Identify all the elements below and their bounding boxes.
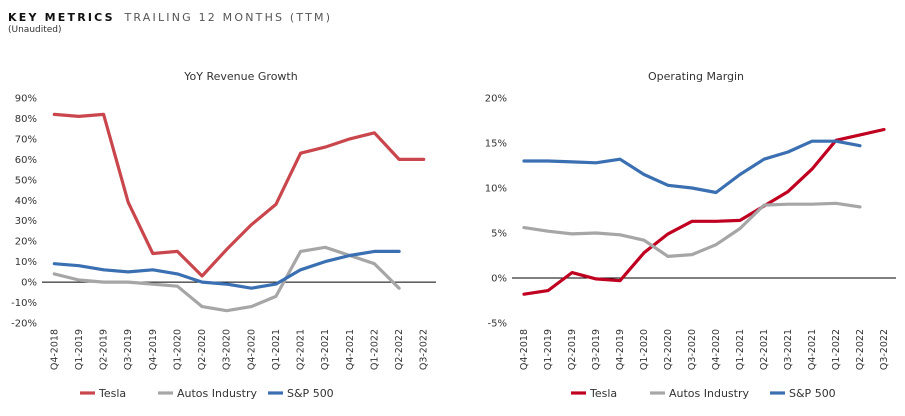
- page-title: KEY METRICS: [8, 11, 115, 24]
- x-tick-label: Q2-2020: [663, 329, 674, 370]
- y-tick-label: 10%: [15, 257, 37, 268]
- x-tick-label: Q3-2019: [123, 329, 134, 370]
- x-tick-label: Q2-2021: [759, 329, 770, 370]
- x-tick-label: Q3-2021: [783, 329, 794, 370]
- x-tick-label: Q1-2019: [543, 329, 554, 370]
- x-tick-label: Q2-2022: [855, 329, 866, 370]
- y-tick-label: 10%: [485, 184, 507, 195]
- legend-label: Tesla: [589, 387, 617, 400]
- legend-label: Tesla: [98, 387, 126, 400]
- legend-label: S&P 500: [789, 387, 836, 400]
- header: KEY METRICS TRAILING 12 MONTHS (TTM) (Un…: [8, 11, 332, 35]
- y-tick-label: 50%: [15, 175, 37, 186]
- x-tick-label: Q4-2019: [615, 329, 626, 370]
- y-tick-label: 90%: [15, 94, 37, 105]
- title-line: KEY METRICS TRAILING 12 MONTHS (TTM): [8, 11, 332, 24]
- x-tick-label: Q4-2020: [711, 329, 722, 370]
- unaudited-note: (Unaudited): [8, 25, 62, 35]
- y-tick-label: 15%: [485, 139, 507, 150]
- y-tick-label: 30%: [15, 216, 37, 227]
- x-tick-label: Q4-2021: [807, 329, 818, 370]
- series-line-s-p-500: [522, 139, 862, 195]
- x-tick-label: Q2-2019: [567, 329, 578, 370]
- x-tick-label: Q4-2018: [49, 329, 60, 370]
- legend-label: S&P 500: [287, 387, 334, 400]
- series-line-autos-industry: [522, 201, 862, 258]
- x-tick-label: Q3-2019: [591, 329, 602, 370]
- y-tick-label: -10%: [11, 298, 37, 309]
- x-tick-label: Q2-2020: [197, 329, 208, 370]
- y-tick-label: 5%: [491, 229, 507, 240]
- y-tick-label: 80%: [15, 114, 37, 125]
- x-tick-label: Q3-2021: [320, 329, 331, 370]
- series-line-s-p-500: [52, 249, 401, 290]
- x-tick-label: Q3-2022: [879, 329, 890, 370]
- x-tick-label: Q1-2021: [271, 329, 282, 370]
- x-tick-label: Q1-2020: [172, 329, 183, 370]
- chart-title-2: Operating Margin: [648, 70, 744, 83]
- x-tick-label: Q1-2021: [735, 329, 746, 370]
- x-tick-label: Q3-2022: [419, 329, 430, 370]
- series-line-tesla: [522, 127, 886, 296]
- x-tick-label: Q1-2022: [369, 329, 380, 370]
- y-tick-label: 20%: [485, 94, 507, 105]
- x-tick-label: Q1-2022: [831, 329, 842, 370]
- x-tick-label: Q2-2021: [296, 329, 307, 370]
- y-tick-label: 20%: [15, 237, 37, 248]
- legend-label: Autos Industry: [669, 387, 750, 400]
- x-tick-label: Q4-2021: [345, 329, 356, 370]
- y-tick-label: -20%: [11, 319, 37, 330]
- x-tick-label: Q1-2020: [639, 329, 650, 370]
- y-tick-label: 40%: [15, 196, 37, 207]
- x-tick-label: Q4-2018: [519, 329, 530, 370]
- x-tick-label: Q3-2020: [222, 329, 233, 370]
- y-tick-label: 60%: [15, 155, 37, 166]
- legend-label: Autos Industry: [177, 387, 258, 400]
- y-tick-label: 70%: [15, 134, 37, 145]
- series-line-tesla: [52, 112, 426, 278]
- x-tick-label: Q2-2019: [99, 329, 110, 370]
- x-tick-label: Q2-2022: [394, 329, 405, 370]
- y-tick-label: -5%: [488, 319, 507, 330]
- x-tick-label: Q4-2019: [148, 329, 159, 370]
- x-tick-label: Q1-2019: [74, 329, 85, 370]
- y-tick-label: 0%: [491, 274, 507, 285]
- y-tick-label: 0%: [21, 278, 37, 289]
- page-subtitle: TRAILING 12 MONTHS (TTM): [124, 11, 333, 24]
- x-tick-label: Q3-2020: [687, 329, 698, 370]
- series-line-autos-industry: [52, 245, 401, 313]
- chart-title-1: YoY Revenue Growth: [183, 70, 297, 83]
- x-tick-label: Q4-2020: [246, 329, 257, 370]
